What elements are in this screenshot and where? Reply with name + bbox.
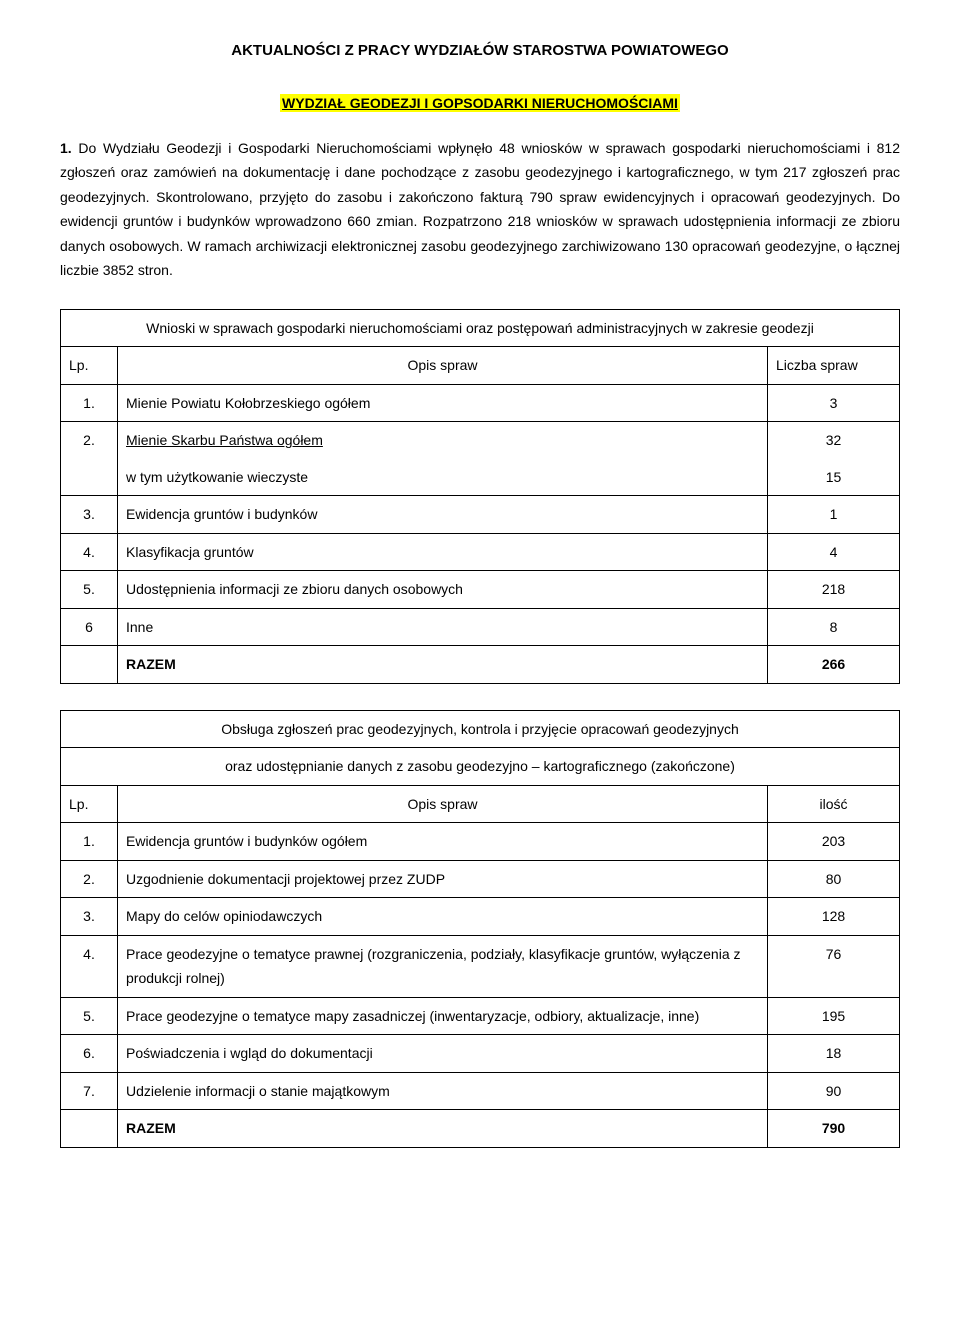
paragraph-text: Do Wydziału Geodezji i Gospodarki Nieruc… [60,140,900,279]
cell-lp: 1. [61,823,118,861]
cell-count: 3 [768,384,900,422]
cell-opis: Udzielenie informacji o stanie majątkowy… [118,1072,768,1110]
table-row: 6. Poświadczenia i wgląd do dokumentacji… [61,1035,900,1073]
cell-lp: 2. [61,422,118,459]
table-row: 1. Mienie Powiatu Kołobrzeskiego ogółem … [61,384,900,422]
paragraph-lead: 1. [60,140,72,156]
cell-total-count: 266 [768,646,900,684]
cell-opis: Ewidencja gruntów i budynków [118,496,768,534]
cell-opis: Mienie Powiatu Kołobrzeskiego ogółem [118,384,768,422]
cell-count: 195 [768,997,900,1035]
table1-caption: Wnioski w sprawach gospodarki nieruchomo… [61,309,900,347]
cell-opis: Prace geodezyjne o tematyce mapy zasadni… [118,997,768,1035]
table-row: 5. Prace geodezyjne o tematyce mapy zasa… [61,997,900,1035]
table-row: 4. Klasyfikacja gruntów 4 [61,533,900,571]
cell-lp: 4. [61,533,118,571]
cell-count: 32 [768,422,900,459]
table-row: 2. Uzgodnienie dokumentacji projektowej … [61,860,900,898]
table2-header-count: ilość [768,785,900,823]
table2-header-opis: Opis spraw [118,785,768,823]
table1-header-count: Liczba spraw [768,347,900,385]
cell-lp: 2. [61,860,118,898]
table-row: 5. Udostępnienia informacji ze zbioru da… [61,571,900,609]
cell-lp: 5. [61,571,118,609]
table-row: 3. Mapy do celów opiniodawczych 128 [61,898,900,936]
table2-total-row: RAZEM 790 [61,1110,900,1148]
cell-lp: 3. [61,898,118,936]
subtitle-text: WYDZIAŁ GEODEZJI I GOPSODARKI NIERUCHOMO… [280,94,680,112]
cell-total-label: RAZEM [118,646,768,684]
page-title: AKTUALNOŚCI Z PRACY WYDZIAŁÓW STAROSTWA … [60,40,900,63]
table2-caption-line1: Obsługa zgłoszeń prac geodezyjnych, kont… [61,710,900,748]
cell-opis: w tym użytkowanie wieczyste [118,459,768,496]
cell-lp-empty [61,646,118,684]
cell-opis: Mapy do celów opiniodawczych [118,898,768,936]
cell-opis: Uzgodnienie dokumentacji projektowej prz… [118,860,768,898]
cell-lp: 1. [61,384,118,422]
cell-opis: Inne [118,608,768,646]
table2-caption-line2: oraz udostępnianie danych z zasobu geode… [61,748,900,786]
cell-opis: Ewidencja gruntów i budynków ogółem [118,823,768,861]
cell-opis: Mienie Skarbu Państwa ogółem [118,422,768,459]
cell-lp: 5. [61,997,118,1035]
cell-lp [61,459,118,496]
cell-count: 1 [768,496,900,534]
main-paragraph: 1. Do Wydziału Geodezji i Gospodarki Nie… [60,136,900,283]
table2-header-row: Lp. Opis spraw ilość [61,785,900,823]
cell-lp: 6 [61,608,118,646]
cell-count: 15 [768,459,900,496]
cell-opis: Prace geodezyjne o tematyce prawnej (roz… [118,935,768,997]
cell-lp: 6. [61,1035,118,1073]
cell-lp: 3. [61,496,118,534]
cell-count: 4 [768,533,900,571]
table-obsluga: Obsługa zgłoszeń prac geodezyjnych, kont… [60,710,900,1148]
cell-opis: Klasyfikacja gruntów [118,533,768,571]
table-row: 4. Prace geodezyjne o tematyce prawnej (… [61,935,900,997]
cell-total-count: 790 [768,1110,900,1148]
cell-count: 218 [768,571,900,609]
cell-count: 18 [768,1035,900,1073]
table-wnioski: Wnioski w sprawach gospodarki nieruchomo… [60,309,900,684]
cell-count: 203 [768,823,900,861]
cell-opis: Poświadczenia i wgląd do dokumentacji [118,1035,768,1073]
cell-lp: 4. [61,935,118,997]
table-row: 7. Udzielenie informacji o stanie majątk… [61,1072,900,1110]
table-row: w tym użytkowanie wieczyste 15 [61,459,900,496]
table-row: 2. Mienie Skarbu Państwa ogółem 32 [61,422,900,459]
department-subtitle: WYDZIAŁ GEODEZJI I GOPSODARKI NIERUCHOMO… [60,93,900,114]
cell-count: 80 [768,860,900,898]
cell-count: 8 [768,608,900,646]
table-row: 6 Inne 8 [61,608,900,646]
table-row: 1. Ewidencja gruntów i budynków ogółem 2… [61,823,900,861]
table2-header-lp: Lp. [61,785,118,823]
cell-count: 128 [768,898,900,936]
cell-total-label: RAZEM [118,1110,768,1148]
table-row: 3. Ewidencja gruntów i budynków 1 [61,496,900,534]
table1-header-row: Lp. Opis spraw Liczba spraw [61,347,900,385]
cell-lp-empty [61,1110,118,1148]
table1-header-opis: Opis spraw [118,347,768,385]
table1-header-lp: Lp. [61,347,118,385]
cell-count: 90 [768,1072,900,1110]
cell-opis: Udostępnienia informacji ze zbioru danyc… [118,571,768,609]
table1-total-row: RAZEM 266 [61,646,900,684]
cell-lp: 7. [61,1072,118,1110]
cell-count: 76 [768,935,900,997]
